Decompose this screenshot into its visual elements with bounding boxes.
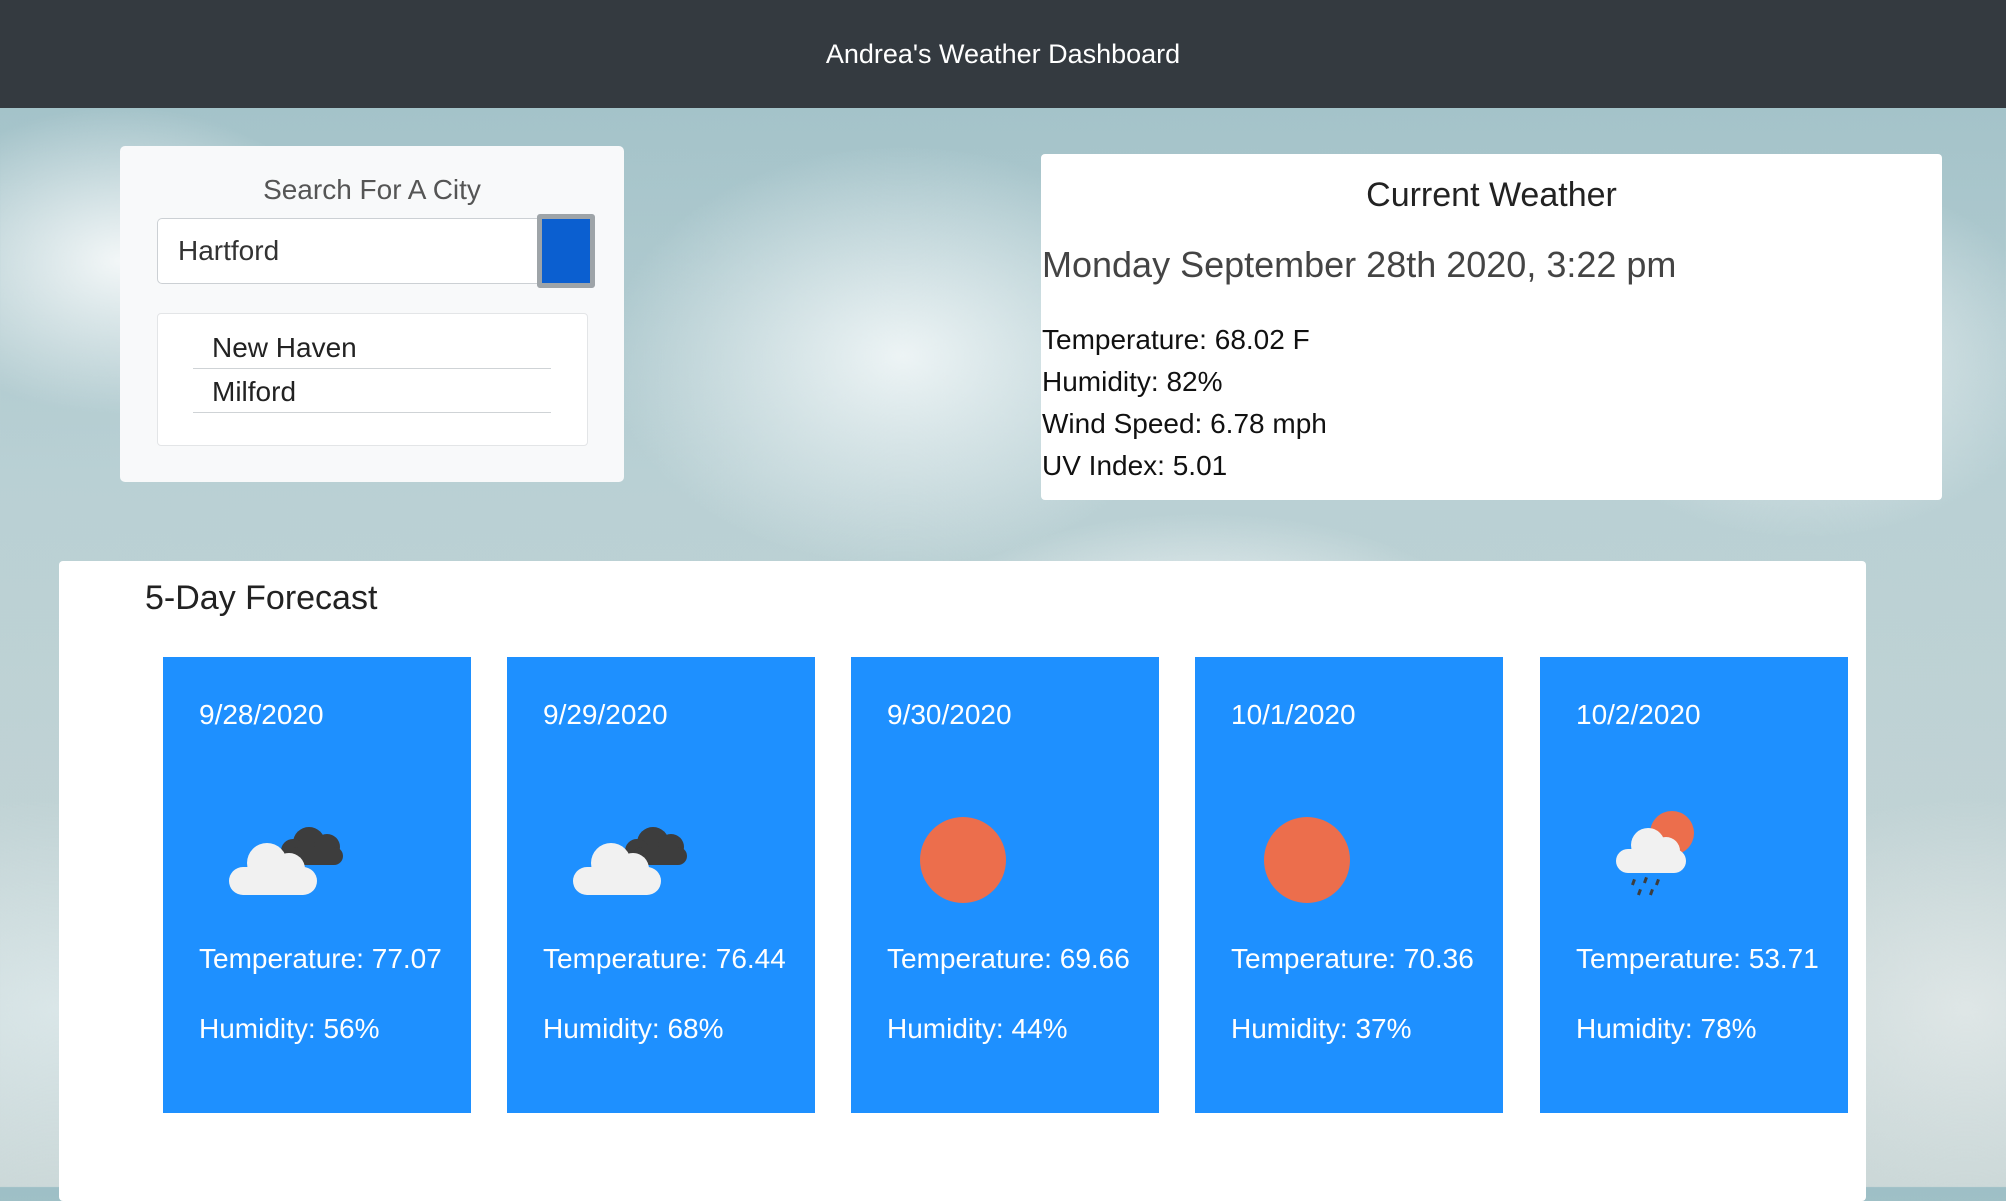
- search-history-list: New Haven Milford: [157, 313, 588, 446]
- forecast-humidity: Humidity: 78%: [1576, 1013, 1757, 1044]
- forecast-date: 9/28/2020: [199, 699, 324, 730]
- forecast-temperature: Temperature: 77.07: [199, 943, 442, 974]
- app-title: Andrea's Weather Dashboard: [825, 38, 1181, 69]
- sun-icon: [1264, 817, 1350, 903]
- navbar: Andrea's Weather Dashboard: [0, 0, 2006, 108]
- current-uv-index: UV Index: 5.01: [1042, 450, 1228, 481]
- forecast-temperature: Temperature: 70.36: [1231, 943, 1474, 974]
- forecast-date: 10/1/2020: [1231, 699, 1356, 730]
- forecast-temperature: Temperature: 76.44: [543, 943, 786, 974]
- current-wind-speed: Wind Speed: 6.78 mph: [1042, 408, 1327, 439]
- forecast-day-card: 9/28/2020 Temperature: 77.07 Humidity: 5…: [163, 657, 471, 1113]
- history-item-milford[interactable]: Milford: [193, 371, 551, 413]
- forecast-temperature: Temperature: 69.66: [887, 943, 1130, 974]
- current-datetime: Monday September 28th 2020, 3:22 pm: [1042, 244, 1677, 285]
- current-weather-card: Current Weather Monday September 28th 20…: [1041, 154, 1942, 500]
- forecast-temperature: Temperature: 53.71: [1576, 943, 1819, 974]
- rain-sun-icon: [1616, 811, 1694, 896]
- cloudy-icon: [573, 827, 687, 895]
- search-button[interactable]: [537, 214, 595, 288]
- forecast-date: 10/2/2020: [1576, 699, 1701, 730]
- forecast-humidity: Humidity: 56%: [199, 1013, 380, 1044]
- forecast-day-card: 9/29/2020 Temperature: 76.44 Humidity: 6…: [507, 657, 815, 1113]
- forecast-day-card: 9/30/2020 Temperature: 69.66 Humidity: 4…: [851, 657, 1159, 1113]
- forecast-day-card: 10/2/2020 Temperature: 53.71 Humidity: 7…: [1540, 657, 1848, 1113]
- search-title: Search For A City: [263, 174, 481, 205]
- history-item-new-haven[interactable]: New Haven: [193, 327, 551, 369]
- forecast-title: 5-Day Forecast: [145, 579, 378, 617]
- sun-icon: [920, 817, 1006, 903]
- forecast-day-card: 10/1/2020 Temperature: 70.36 Humidity: 3…: [1195, 657, 1503, 1113]
- current-humidity: Humidity: 82%: [1042, 366, 1223, 397]
- current-weather-title: Current Weather: [1366, 176, 1617, 214]
- forecast-date: 9/30/2020: [887, 699, 1012, 730]
- forecast-humidity: Humidity: 37%: [1231, 1013, 1412, 1044]
- cloudy-icon: [229, 827, 343, 895]
- search-panel: Search For A City New Haven Milford: [120, 146, 624, 482]
- forecast-humidity: Humidity: 44%: [887, 1013, 1068, 1044]
- forecast-date: 9/29/2020: [543, 699, 668, 730]
- current-temperature: Temperature: 68.02 F: [1042, 324, 1310, 355]
- forecast-panel: 5-Day Forecast 9/28/2020 Temperature: 77…: [59, 561, 1866, 1201]
- forecast-humidity: Humidity: 68%: [543, 1013, 724, 1044]
- city-search-input[interactable]: [157, 218, 537, 284]
